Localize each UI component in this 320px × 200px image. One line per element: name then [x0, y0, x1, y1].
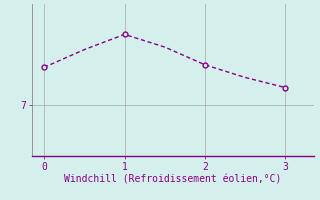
X-axis label: Windchill (Refroidissement éolien,°C): Windchill (Refroidissement éolien,°C): [64, 174, 282, 184]
